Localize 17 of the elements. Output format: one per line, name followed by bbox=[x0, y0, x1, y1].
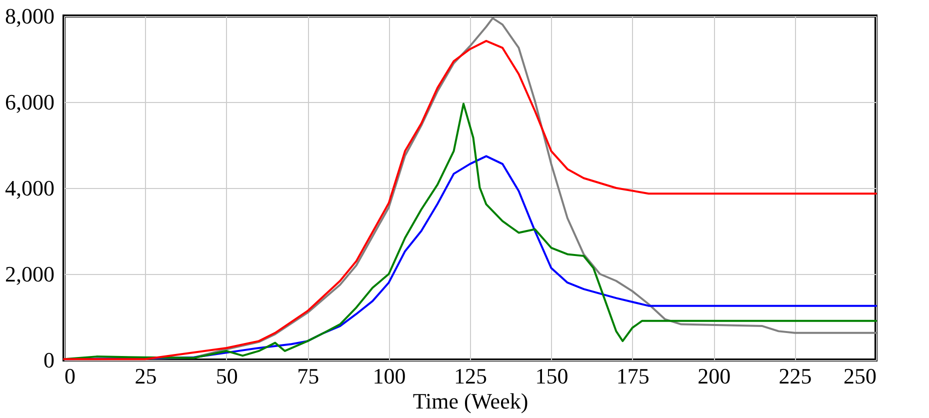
y-tick-label: 0 bbox=[44, 348, 54, 372]
y-tick-label: 2,000 bbox=[5, 262, 54, 286]
x-tick-label: 125 bbox=[454, 364, 487, 388]
y-tick-label: 4,000 bbox=[5, 176, 54, 200]
x-tick-label: 225 bbox=[778, 364, 812, 388]
x-tick-label: 175 bbox=[616, 364, 650, 388]
x-axis-title: Time (Week) bbox=[412, 388, 528, 414]
x-tick-label: 0 bbox=[64, 364, 76, 388]
x-tick-label: 200 bbox=[698, 364, 731, 388]
y-tick-label: 8,000 bbox=[5, 4, 54, 28]
y-tick-label: 6,000 bbox=[5, 90, 54, 114]
x-tick-label: 100 bbox=[372, 364, 406, 388]
x-tick-label: 75 bbox=[297, 364, 320, 388]
x-tick-label: 25 bbox=[134, 364, 157, 388]
x-tick-label: 250 bbox=[844, 364, 876, 388]
x-tick-label: 150 bbox=[535, 364, 568, 388]
x-tick-label: 50 bbox=[216, 364, 238, 388]
